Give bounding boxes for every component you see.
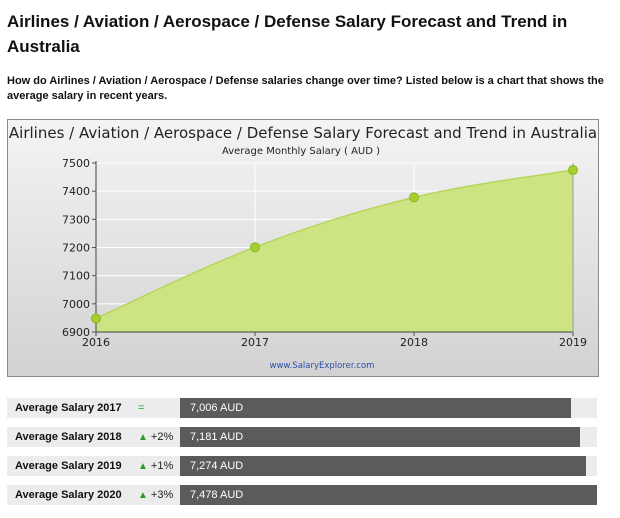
marker-layer [91, 165, 578, 324]
salary-row-bar [180, 427, 580, 447]
y-tick-label: 7000 [62, 298, 90, 311]
y-tick-label: 7200 [62, 242, 90, 255]
salary-chart: Airlines / Aviation / Aerospace / Defens… [7, 119, 599, 377]
data-point [250, 242, 260, 253]
axis-layer: 6900 7000 7100 7200 7300 7400 7500 2016 2017 2018… [62, 157, 587, 349]
data-point [409, 192, 419, 203]
data-point [91, 313, 101, 324]
y-tick-label: 6900 [62, 326, 90, 339]
intro-text: How do Airlines / Aviation / Aerospace /… [7, 75, 604, 102]
salary-row-bar [180, 485, 597, 505]
chart-svg: Airlines / Aviation / Aerospace / Defens… [8, 120, 598, 376]
chart-watermark: www.SalaryExplorer.com [270, 361, 375, 371]
up-arrow-icon: ▲ [138, 461, 148, 472]
y-tick-label: 7300 [62, 213, 90, 226]
salary-row: Average Salary 2017 = 7,006 AUD [7, 398, 597, 418]
salary-row-label: Average Salary 2019 [15, 460, 122, 472]
salary-row-change: = [138, 398, 144, 418]
salary-row-value: 7,274 AUD [190, 460, 244, 472]
salary-row: Average Salary 2019 ▲ +1% 7,274 AUD [7, 456, 597, 476]
up-arrow-icon: ▲ [138, 432, 148, 443]
area-layer [95, 169, 574, 332]
salary-row-bar [180, 456, 586, 476]
salary-row-change: ▲ +3% [138, 485, 173, 506]
y-tick-label: 7100 [62, 270, 90, 283]
series-line [95, 169, 574, 320]
change-percent: +3% [150, 489, 174, 501]
salary-row-change: ▲ +2% [138, 427, 173, 448]
salary-row: Average Salary 2020 ▲ +3% 7,478 AUD [7, 485, 597, 505]
salary-row: Average Salary 2018 ▲ +2% 7,181 AUD [7, 427, 597, 447]
salary-row-label: Average Salary 2020 [15, 489, 122, 501]
chart-subtitle: Average Monthly Salary ( AUD ) [222, 146, 380, 157]
x-tick-label: 2019 [559, 336, 587, 349]
data-point [568, 165, 578, 176]
x-tick-label: 2018 [400, 336, 428, 349]
y-tick-label: 7500 [62, 157, 90, 170]
salary-row-value: 7,181 AUD [190, 431, 244, 443]
salary-row-change: ▲ +1% [138, 456, 173, 477]
page-title: Airlines / Aviation / Aerospace / Defens… [7, 12, 568, 56]
salary-row-value: 7,478 AUD [190, 489, 244, 501]
change-percent: +2% [150, 431, 174, 443]
change-percent: +1% [150, 460, 174, 472]
salary-row-value: 7,006 AUD [190, 402, 244, 414]
equals-icon: = [138, 402, 145, 414]
salary-row-bar [180, 398, 571, 418]
chart-title: Airlines / Aviation / Aerospace / Defens… [9, 124, 597, 142]
y-tick-label: 7400 [62, 185, 90, 198]
x-tick-label: 2017 [241, 336, 269, 349]
up-arrow-icon: ▲ [138, 490, 148, 501]
salary-row-label: Average Salary 2018 [15, 431, 122, 443]
x-tick-label: 2016 [82, 336, 110, 349]
salary-row-label: Average Salary 2017 [15, 402, 122, 414]
series-area [96, 170, 573, 332]
